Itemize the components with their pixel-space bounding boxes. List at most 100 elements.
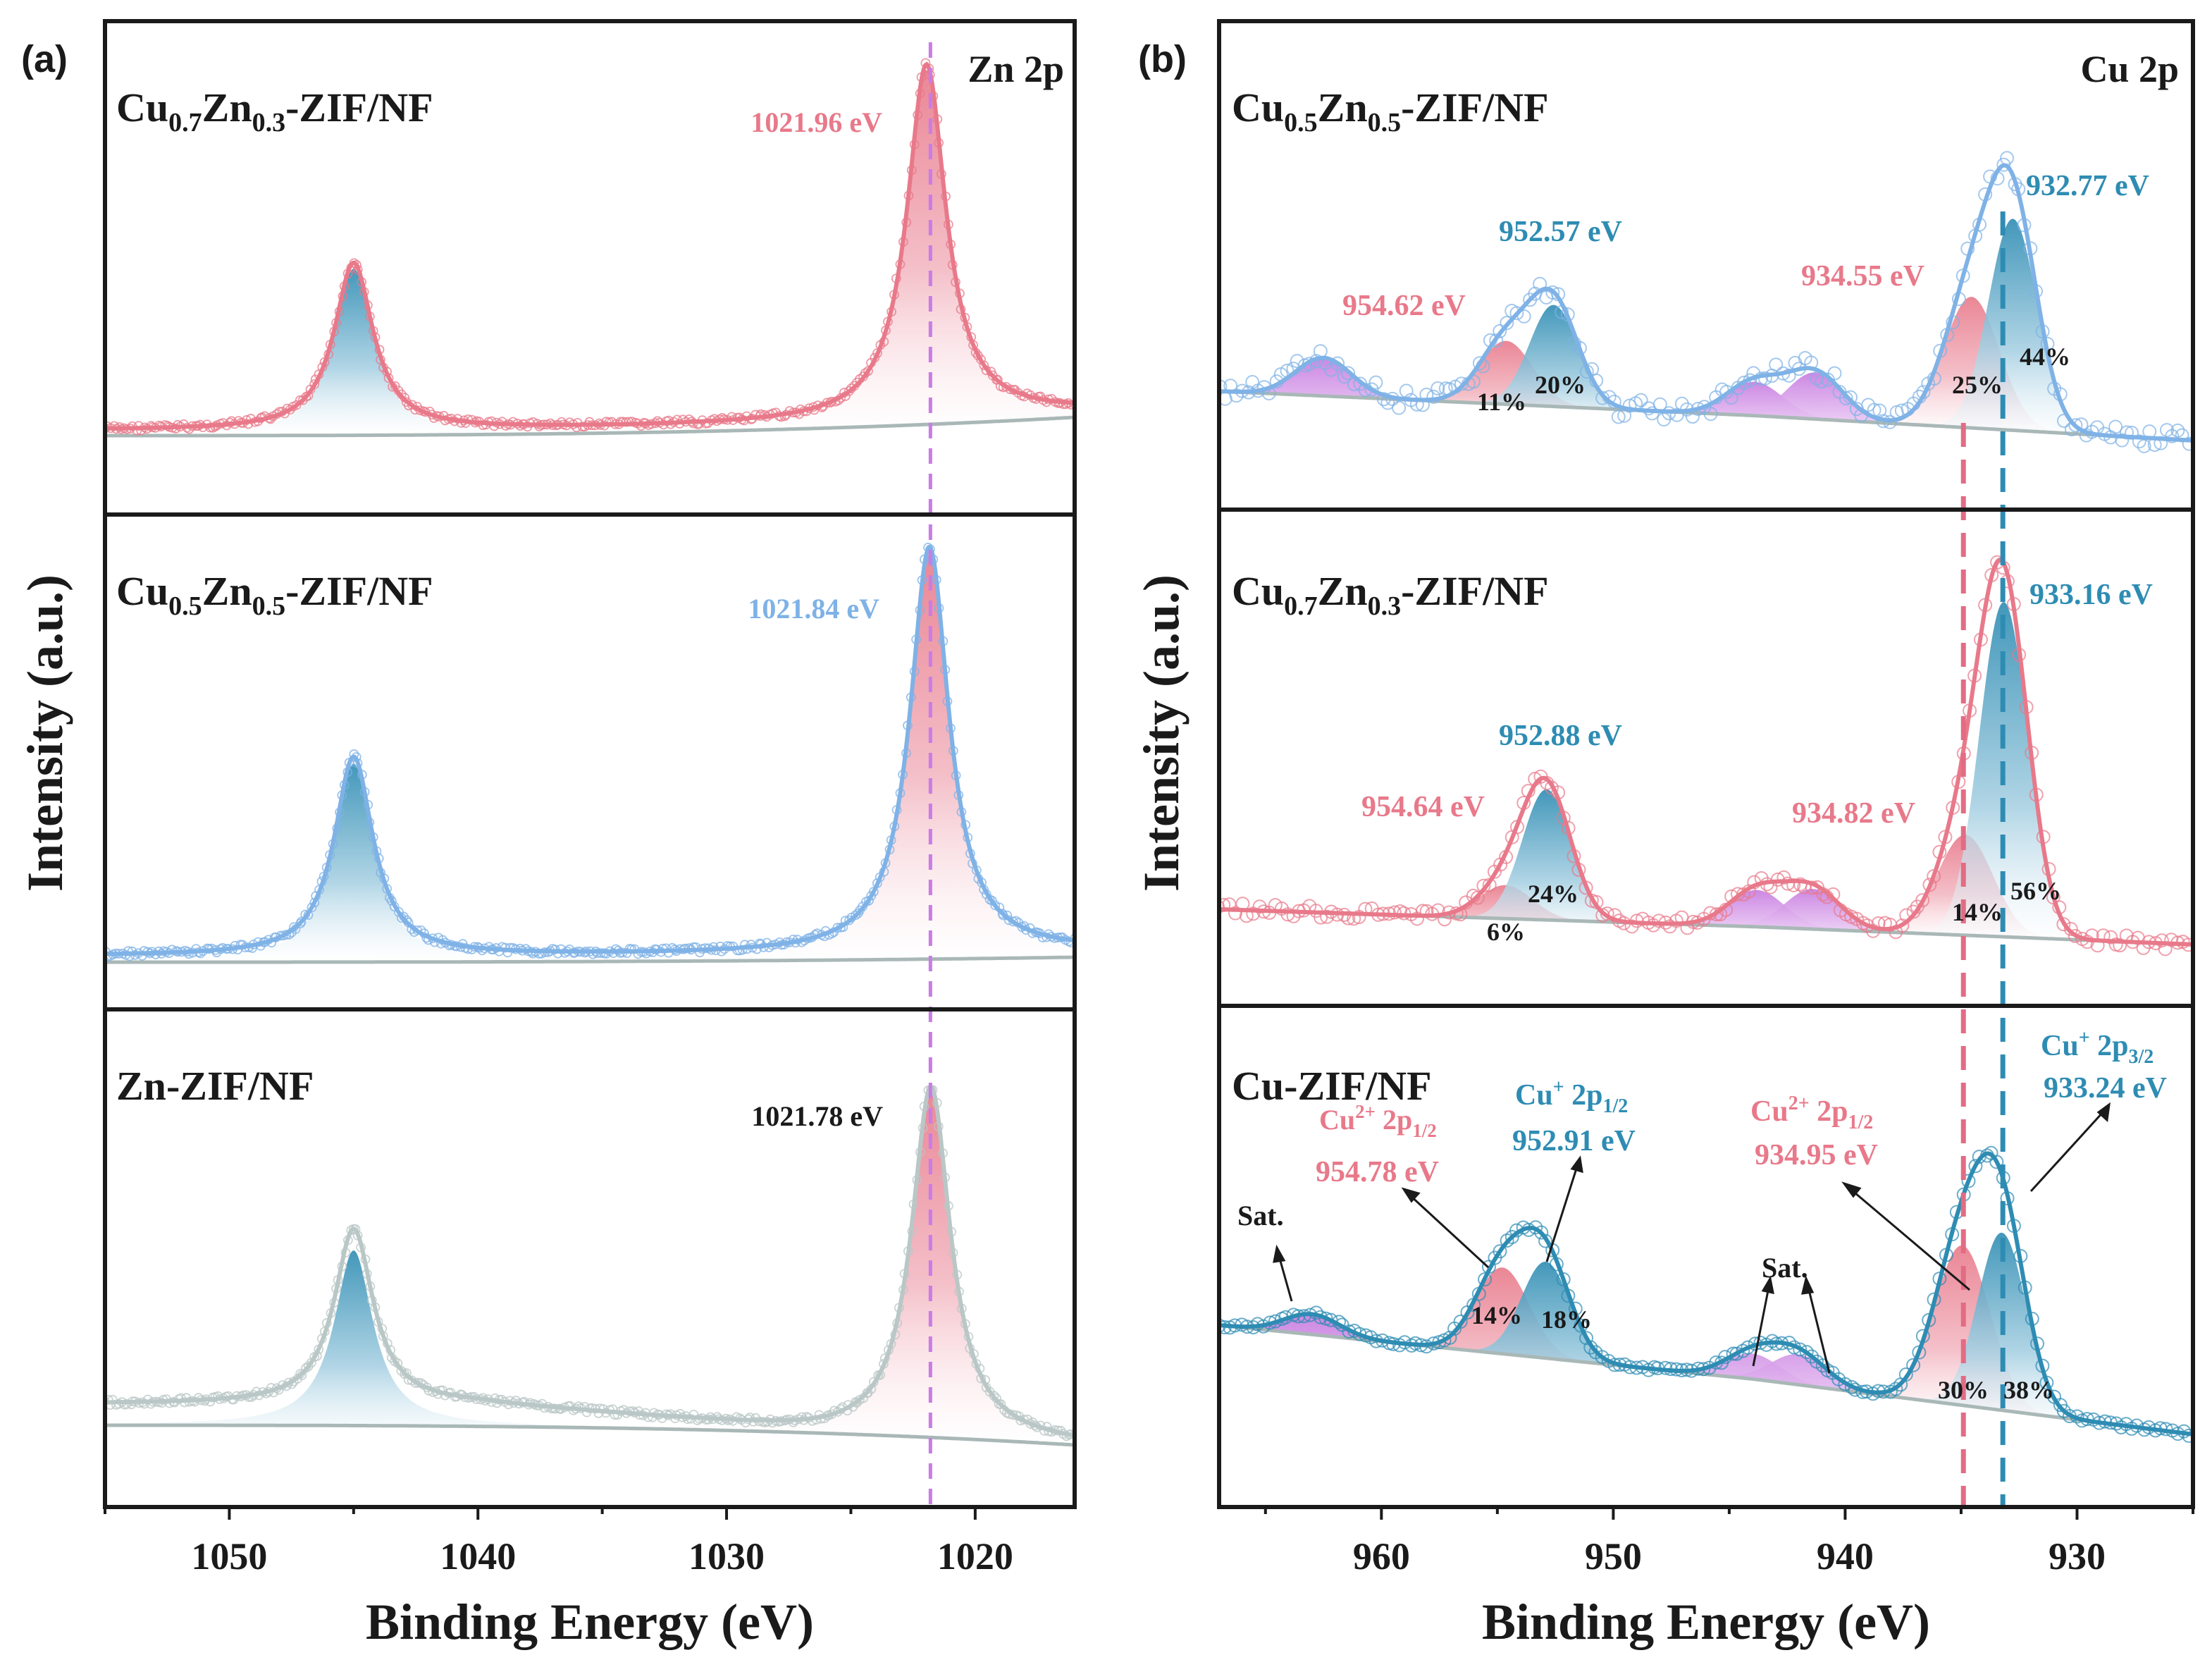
b-data-point	[2182, 436, 2193, 451]
b3-energy-2: 952.91 eV	[1512, 1125, 1636, 1157]
a-component-fill-2-1	[105, 763, 1075, 962]
arrow-cu1-p12	[1545, 1166, 1578, 1262]
b-data-point	[1906, 1358, 1921, 1372]
b1-percent-3: 25%	[1952, 371, 2003, 399]
b-data-point	[1509, 306, 1524, 321]
b-component-fill-3-4	[1219, 1232, 2193, 1434]
b3-percent-1: 14%	[1471, 1301, 1522, 1329]
b-data-point	[1815, 374, 1829, 389]
b-data-point	[2182, 1428, 2193, 1443]
b3-species-4: Cu+ 2p3/2	[2041, 1027, 2154, 1068]
b-data-point	[1431, 381, 1445, 395]
b1-peak-label-4: 932.77 eV	[2026, 170, 2149, 202]
b-data-point	[1442, 1330, 1457, 1345]
b3-energy-4: 933.24 eV	[2044, 1072, 2167, 1105]
b-data-point	[1545, 285, 1560, 300]
a-component-fill-2-2	[105, 553, 1075, 962]
a-sample-label-3: Zn-ZIF/NF	[116, 1063, 314, 1109]
b-data-point	[1611, 410, 1626, 424]
b-sample-label-1: Cu0.5Zn0.5-ZIF/NF	[1232, 85, 1549, 137]
b-data-point	[1540, 775, 1555, 790]
a-x-tick-label: 1050	[191, 1535, 267, 1577]
b-data-point	[1729, 1346, 1744, 1361]
a-ylabel: Intensity (a.u.)	[17, 574, 73, 892]
b-ylabel: Intensity (a.u.)	[1133, 574, 1190, 892]
b-component-fill-1-3	[1219, 297, 2193, 441]
b-data-point	[1330, 356, 1345, 371]
a-peak-label-2: 1021.84 eV	[748, 593, 879, 625]
b-sample-label-2: Cu0.7Zn0.3-ZIF/NF	[1232, 568, 1549, 621]
arrow-cu1-p32	[2029, 1110, 2105, 1193]
b-x-tick-label: 940	[1817, 1535, 1874, 1577]
b2-percent-2: 24%	[1528, 880, 1578, 908]
b-data-point	[1799, 1345, 1814, 1360]
b-data-point	[1736, 375, 1751, 390]
b2-peak-label-4: 933.16 eV	[2029, 579, 2153, 611]
b3-species-3: Cu2+ 2p1/2	[1750, 1093, 1873, 1133]
b-data-point	[1703, 407, 1718, 422]
b1-peak-label-2: 952.57 eV	[1499, 216, 1622, 248]
b-data-point	[1364, 382, 1379, 397]
arrowhead-sat-1	[1273, 1244, 1286, 1263]
a-baseline-3	[105, 1423, 1075, 1447]
panel-label-a: (a)	[21, 38, 68, 80]
b1-peak-label-1: 954.62 eV	[1342, 290, 1466, 322]
a-data-point	[1070, 933, 1075, 943]
b-data-point	[1320, 909, 1335, 924]
b-data-point	[1500, 316, 1514, 331]
b-data-point	[2154, 933, 2169, 948]
b-data-point	[1961, 1174, 1976, 1188]
cu2p-chart: 960 950 940 930 Cu 2p Cu0.5Zn0.5-ZIF/NF Cu0…	[1133, 19, 2195, 1650]
b3-percent-3: 30%	[1938, 1376, 1989, 1404]
b3-species-2: Cu+ 2p1/2	[1515, 1076, 1628, 1117]
b-xlabel: Binding Energy (eV)	[1482, 1594, 1930, 1650]
b2-peak-label-3: 934.82 eV	[1792, 797, 1915, 830]
b2-percent-1: 6%	[1487, 918, 1525, 946]
a-peak-label-1: 1021.96 eV	[750, 106, 882, 138]
a-fit-curve-3	[105, 1083, 1075, 1438]
b-data-point	[1493, 324, 1507, 338]
b3-sat-label-1: Sat.	[1237, 1200, 1284, 1231]
b1-percent-2: 20%	[1535, 371, 1586, 399]
b1-percent-1: 11%	[1477, 388, 1526, 416]
b-data-point	[1793, 1342, 1808, 1357]
b-data-point	[1493, 1244, 1507, 1259]
b-data-point	[1341, 366, 1356, 381]
b-subplot-frame-3	[1217, 1004, 2195, 1509]
b-fit-curve-2	[1219, 557, 2193, 947]
b-data-point	[2132, 434, 2146, 449]
b-data-point	[2056, 917, 2071, 932]
a-component-fill-1-1	[105, 269, 1075, 436]
b-component-fill-3-5	[1219, 1314, 2193, 1434]
b3-sat-label-2: Sat.	[1762, 1252, 1808, 1284]
b-data-point	[2068, 418, 2083, 433]
zn2p-chart: 1050 1040 1030 1020 Zn 2p Cu0.7Zn0.3-ZIF/NF…	[17, 19, 1077, 1650]
a-baseline-1	[105, 415, 1075, 438]
b2-peak-label-2: 952.88 eV	[1499, 720, 1622, 752]
b-data-point	[2108, 419, 2123, 434]
b-component-fill-1-4	[1219, 219, 2193, 441]
b-data-point	[1883, 414, 1898, 429]
a-sample-label-1: Cu0.7Zn0.3-ZIF/NF	[116, 85, 433, 137]
b-x-tick-label: 950	[1585, 1535, 1642, 1577]
b2-percent-4: 56%	[2010, 877, 2061, 905]
arrowhead-cu1-p12	[1570, 1155, 1583, 1174]
b-data-point	[1228, 906, 1243, 921]
b-data-point	[1786, 878, 1801, 892]
a-component-fill-3-2	[105, 1087, 1075, 1445]
b-data-point	[2103, 930, 2118, 945]
b-data-point	[1453, 1314, 1468, 1329]
a-fit-curve-1	[105, 61, 1075, 431]
b-data-point	[1804, 1349, 1819, 1364]
b-fit-curve-3	[1219, 1151, 2193, 1437]
b-data-point	[1470, 890, 1485, 905]
b-data-point	[1989, 1155, 2004, 1169]
b-data-point	[1368, 375, 1383, 390]
b3-species-1: Cu2+ 2p1/2	[1319, 1101, 1437, 1141]
b-fit-curve-1	[1219, 163, 2193, 443]
cu2p-title: Cu 2p	[2080, 48, 2179, 90]
b-data-point	[1915, 893, 1930, 908]
arrow-cu2-p12	[1408, 1193, 1490, 1269]
a-peak-label-3: 1021.78 eV	[751, 1100, 883, 1132]
